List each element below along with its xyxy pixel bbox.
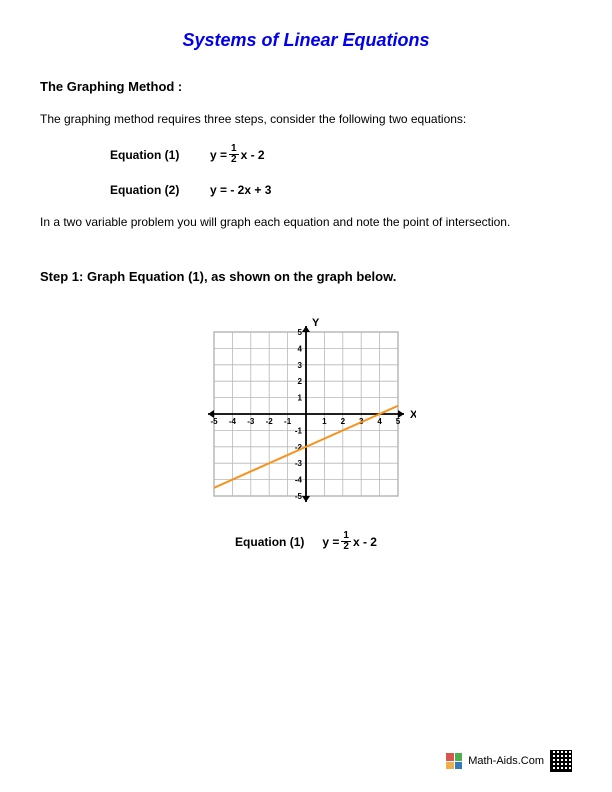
svg-text:-3: -3 bbox=[247, 417, 255, 426]
qr-code-icon bbox=[550, 750, 572, 772]
fraction-denominator: 2 bbox=[341, 542, 351, 552]
svg-text:X: X bbox=[410, 409, 416, 421]
svg-text:2: 2 bbox=[298, 377, 303, 386]
section-heading: The Graphing Method : bbox=[40, 79, 572, 94]
svg-text:1: 1 bbox=[298, 394, 303, 403]
svg-text:4: 4 bbox=[298, 344, 303, 353]
eq-prefix: y = bbox=[210, 148, 227, 162]
intro-text: The graphing method requires three steps… bbox=[40, 112, 572, 126]
svg-text:5: 5 bbox=[396, 417, 401, 426]
svg-text:-1: -1 bbox=[284, 417, 292, 426]
footer: Math-Aids.Com bbox=[446, 750, 572, 772]
svg-text:2: 2 bbox=[341, 417, 346, 426]
svg-text:-2: -2 bbox=[266, 417, 274, 426]
graph-caption: Equation (1) y = 1 2 x - 2 bbox=[40, 531, 572, 552]
logo-icon bbox=[446, 753, 462, 769]
equation-label: Equation (2) bbox=[110, 183, 210, 197]
fraction-denominator: 2 bbox=[229, 155, 239, 165]
svg-text:5: 5 bbox=[298, 328, 303, 337]
eq-suffix: x - 2 bbox=[241, 148, 265, 162]
svg-text:1: 1 bbox=[322, 417, 327, 426]
page-title: Systems of Linear Equations bbox=[40, 30, 572, 51]
caption-label: Equation (1) bbox=[235, 535, 304, 549]
svg-text:-4: -4 bbox=[295, 476, 303, 485]
svg-text:3: 3 bbox=[298, 361, 303, 370]
equation-expression: y = 1 2 x - 2 bbox=[210, 144, 265, 165]
equation-expression: y = - 2x + 3 bbox=[210, 183, 271, 197]
intro-text-2: In a two variable problem you will graph… bbox=[40, 215, 572, 229]
svg-text:-3: -3 bbox=[295, 459, 303, 468]
graph-container: -5-4-3-2-112345-5-4-3-2-112345XY bbox=[40, 314, 572, 519]
equation-label: Equation (1) bbox=[110, 148, 210, 162]
svg-text:-5: -5 bbox=[210, 417, 218, 426]
line-chart: -5-4-3-2-112345-5-4-3-2-112345XY bbox=[196, 314, 416, 514]
svg-text:-4: -4 bbox=[229, 417, 237, 426]
equation-2: Equation (2) y = - 2x + 3 bbox=[110, 183, 572, 197]
svg-text:Y: Y bbox=[312, 317, 320, 329]
svg-text:-1: -1 bbox=[295, 426, 303, 435]
svg-text:-5: -5 bbox=[295, 492, 303, 501]
svg-text:4: 4 bbox=[377, 417, 382, 426]
equation-1: Equation (1) y = 1 2 x - 2 bbox=[110, 144, 572, 165]
footer-text: Math-Aids.Com bbox=[468, 755, 544, 767]
step-1-heading: Step 1: Graph Equation (1), as shown on … bbox=[40, 269, 572, 284]
fraction: 1 2 bbox=[341, 531, 351, 552]
caption-suffix: x - 2 bbox=[353, 535, 377, 549]
caption-prefix: y = bbox=[322, 535, 339, 549]
fraction: 1 2 bbox=[229, 144, 239, 165]
